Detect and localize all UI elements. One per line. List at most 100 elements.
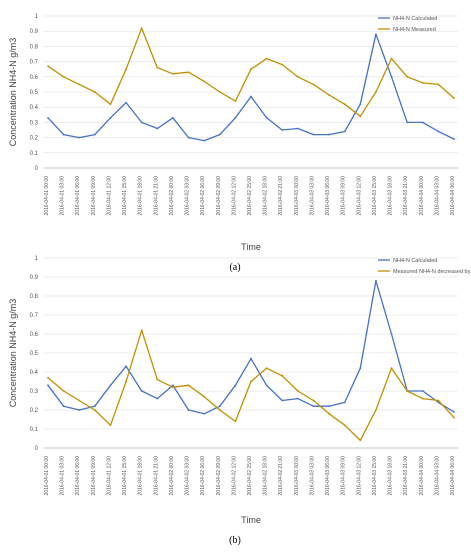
x-tick-label: 2016-04-03 00:00 (294, 176, 300, 216)
data-point (453, 416, 455, 419)
data-point (218, 133, 221, 136)
x-tick-label: 2016-04-03 03:00 (309, 176, 315, 216)
data-point (328, 94, 330, 96)
data-point (156, 397, 159, 400)
data-point (47, 376, 49, 379)
data-point (203, 80, 206, 83)
data-point (390, 333, 393, 335)
data-point (156, 378, 159, 381)
data-point (421, 397, 424, 400)
data-point (172, 384, 174, 387)
data-point (312, 405, 315, 408)
data-point (140, 121, 143, 124)
x-tick-label: 2016-04-04 03:00 (434, 176, 440, 216)
data-point (109, 116, 112, 119)
y-tick-label: 0.8 (30, 44, 39, 50)
legend-label: NH4-N Calculated (393, 16, 437, 22)
x-tick-label: 2016-04-03 06:00 (325, 456, 331, 496)
data-point (328, 412, 330, 415)
x-tick-label: 2016-04-04 00:00 (419, 176, 425, 216)
y-tick-label: 0.9 (30, 275, 39, 281)
x-tick-label: 2016-04-01 12:00 (106, 176, 112, 216)
data-point (281, 63, 284, 66)
data-point (187, 384, 190, 387)
y-tick-label: 0.5 (30, 351, 39, 357)
data-point (234, 384, 237, 387)
x-tick-label: 2016-04-02 15:00 (247, 176, 253, 216)
data-point (140, 390, 143, 392)
x-tick-label: 2016-04-02 03:00 (185, 176, 191, 216)
data-point (359, 103, 362, 106)
data-point (62, 405, 65, 408)
x-tick-label: 2016-04-01 21:00 (153, 176, 159, 216)
data-point (343, 401, 346, 404)
data-point (109, 103, 112, 106)
data-point (265, 384, 268, 387)
data-point (312, 83, 315, 86)
y-tick-label: 0.3 (30, 120, 39, 126)
data-point (421, 81, 424, 84)
data-point (172, 116, 174, 119)
data-point (125, 380, 127, 383)
data-point (93, 91, 96, 93)
x-tick-label: 2016-04-03 18:00 (388, 176, 394, 216)
y-tick-label: 0.4 (30, 370, 39, 376)
y-tick-label: 0.2 (30, 408, 39, 414)
data-point (296, 397, 299, 400)
data-point (390, 367, 393, 370)
x-tick-label: 2016-04-02 18:00 (263, 176, 269, 216)
data-point (453, 97, 455, 99)
x-tick-label: 2016-04-01 06:00 (75, 176, 81, 216)
x-tick-label: 2016-04-03 06:00 (325, 176, 331, 216)
data-point (406, 121, 409, 124)
x-tick-label: 2016-04-01 03:00 (60, 176, 66, 216)
x-tick-label: 2016-04-01 09:00 (91, 456, 97, 496)
data-point (343, 424, 346, 427)
data-point (187, 409, 190, 411)
x-tick-label: 2016-04-02 12:00 (231, 456, 237, 496)
data-point (359, 115, 362, 118)
legend-label: NH4-N Calculated (393, 258, 437, 264)
x-tick-label: 2016-04-02 12:00 (231, 176, 237, 216)
x-tick-label: 2016-04-03 09:00 (341, 456, 347, 496)
data-point (265, 116, 268, 119)
data-point (359, 439, 362, 442)
x-tick-label: 2016-04-03 12:00 (356, 456, 362, 496)
data-point (93, 409, 96, 411)
data-point (234, 420, 237, 423)
x-tick-label: 2016-04-03 15:00 (372, 176, 378, 216)
data-point (265, 367, 268, 370)
data-point (93, 405, 96, 408)
y-tick-label: 0.1 (30, 427, 39, 433)
y-axis-title: Concentration NH4-N g/m3 (8, 299, 18, 408)
chart-panel-b: 0 0.1 0.2 0.3 0.4 0.5 0.6 0.7 0.8 0.9 1 2016-04-01 … (8, 256, 471, 546)
data-point (109, 384, 112, 387)
x-tick-label: 2016-04-01 15:00 (122, 456, 128, 496)
y-tick-label: 0 (35, 446, 39, 452)
x-tick-label: 2016-04-03 00:00 (294, 456, 300, 496)
x-tick-label: 2016-04-02 21:00 (278, 176, 284, 216)
x-tick-label: 2016-04-02 00:00 (169, 456, 175, 496)
data-point (437, 399, 440, 402)
data-point (265, 57, 268, 60)
data-point (421, 390, 424, 392)
data-point (78, 83, 81, 86)
data-point (62, 390, 65, 392)
data-point (203, 395, 206, 398)
data-point (47, 116, 49, 119)
x-tick-label: 2016-04-04 06:00 (450, 176, 456, 216)
data-point (125, 68, 127, 71)
data-point (109, 424, 112, 427)
data-point (140, 329, 143, 332)
series-line-calculated (47, 280, 455, 415)
data-point (250, 95, 252, 98)
chart-panel-a: 0 0.1 0.2 0.3 0.4 0.5 0.6 0.7 0.8 0.9 1 2016-04-01 … (8, 14, 458, 273)
x-tick-label: 2016-04-01 21:00 (153, 456, 159, 496)
data-point (296, 127, 299, 130)
data-point (125, 365, 127, 368)
x-tick-label: 2016-04-01 15:00 (122, 176, 128, 216)
y-tick-label: 0.1 (30, 151, 39, 157)
data-point (453, 138, 455, 141)
x-tick-label: 2016-04-02 03:00 (185, 456, 191, 496)
x-tick-label: 2016-04-01 06:00 (75, 456, 81, 496)
